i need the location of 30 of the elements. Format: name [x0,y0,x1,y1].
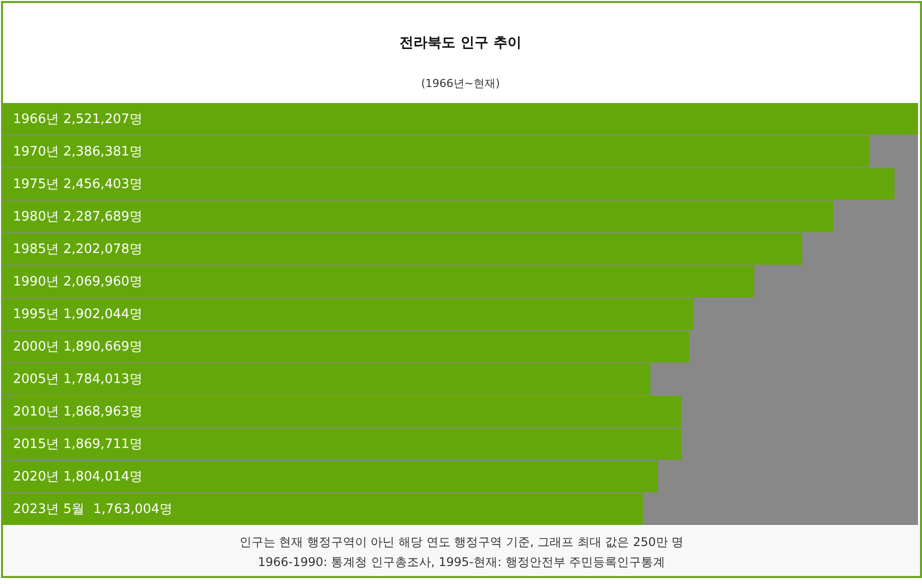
y-tick-label: 1980년 [13,209,60,224]
data-label: 1,869,711명 [63,437,142,452]
data-label: 2,069,960명 [63,274,142,290]
chart-title: 전라북도 인구 추이 [400,35,522,51]
y-tick-label: 1966년 [13,112,60,127]
y-tick-label: 1975년 [13,176,60,192]
data-label: 1,868,963명 [63,404,142,420]
data-label: 1,763,004명 [93,502,172,518]
data-label: 2,287,689명 [63,209,142,224]
text: 1966-1990: 통계청 인구총조사, 1995-현재: 행정안전부 주민등록인구통계 [256,554,666,571]
y-tick-label: 1970년 [13,144,60,160]
data-label: 2,521,207명 [63,112,142,127]
y-tick-label: 2020년 [13,470,60,485]
data-label: 2,456,403명 [63,176,142,192]
y-tick-label: 2000년 [13,340,60,355]
data-label: 2,202,078명 [63,242,142,257]
y-tick-label: 2015년 [13,437,60,452]
data-label: 2,386,381명 [63,144,142,160]
y-tick-label: 2023년 5월 [13,502,84,518]
y-tick-label: 2010년 [13,404,60,420]
chart-subtitle: (1966년~현재) [421,77,500,90]
data-label: 1,784,013명 [63,372,142,388]
y-tick-label: 1995년 [13,307,60,322]
y-tick-label: 1985년 [13,242,60,257]
y-tick-label: 2005년 [13,372,60,388]
text: 인구는 현재 행정구역이 아닌 해당 연도 행정구역 기준, 그래프 최대 값은 250만 명 [238,534,685,551]
data-label: 1,902,044명 [63,307,142,322]
data-label: 1,804,014명 [63,470,142,485]
y-tick-label: 1990년 [13,274,60,290]
data-label: 1,890,669명 [63,340,142,355]
